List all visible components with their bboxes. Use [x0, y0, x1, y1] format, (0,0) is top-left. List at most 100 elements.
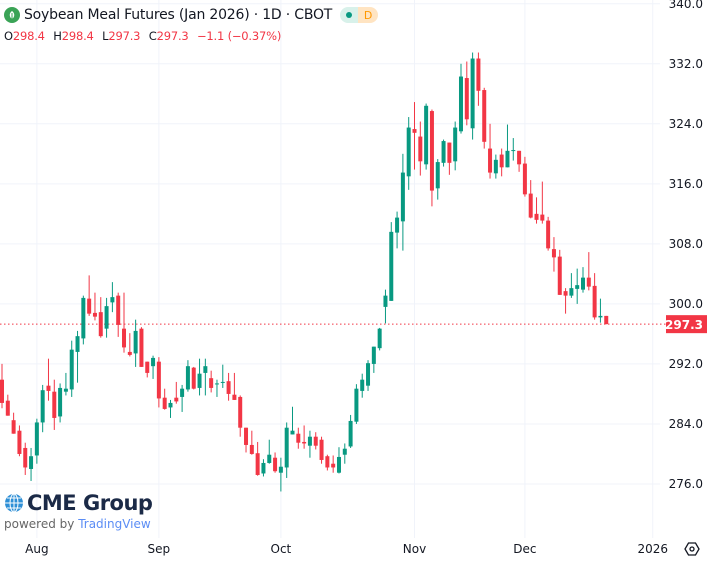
candle-up[interactable]: [336, 447, 341, 474]
candle-down[interactable]: [273, 452, 278, 473]
candle-down[interactable]: [174, 381, 179, 404]
candle-up[interactable]: [424, 103, 429, 170]
candle-up[interactable]: [395, 211, 400, 249]
candle-up[interactable]: [470, 52, 475, 140]
candle-up[interactable]: [354, 384, 359, 424]
candle-up[interactable]: [69, 340, 74, 397]
candle-up[interactable]: [406, 117, 411, 190]
candle-down[interactable]: [98, 297, 103, 338]
candle-down[interactable]: [116, 292, 121, 337]
candle-down[interactable]: [325, 454, 330, 471]
candle-down[interactable]: [429, 109, 434, 207]
candle-up[interactable]: [505, 124, 510, 168]
candle-down[interactable]: [122, 292, 127, 353]
candle-up[interactable]: [168, 399, 173, 418]
candle-up[interactable]: [81, 295, 86, 345]
candle-up[interactable]: [366, 360, 371, 391]
candle-up[interactable]: [104, 297, 109, 338]
candle-up[interactable]: [441, 139, 446, 167]
candle-down[interactable]: [604, 315, 609, 325]
candle-down[interactable]: [488, 123, 493, 179]
candle-up[interactable]: [360, 373, 365, 398]
candle-up[interactable]: [569, 273, 574, 298]
candle-down[interactable]: [482, 87, 487, 149]
candle-down[interactable]: [551, 237, 556, 272]
candle-up[interactable]: [278, 457, 283, 492]
candle-up[interactable]: [75, 330, 80, 383]
candle-down[interactable]: [476, 52, 481, 106]
candle-down[interactable]: [522, 156, 527, 197]
candle-up[interactable]: [151, 355, 156, 379]
candle-up[interactable]: [261, 459, 266, 477]
candle-up[interactable]: [458, 63, 463, 134]
candle-down[interactable]: [534, 197, 539, 224]
candle-up[interactable]: [133, 319, 138, 367]
tradingview-link[interactable]: TradingView: [78, 517, 151, 531]
candle-up[interactable]: [180, 384, 185, 412]
candle-up[interactable]: [214, 379, 219, 397]
candle-up[interactable]: [220, 364, 225, 388]
candle-up[interactable]: [575, 268, 580, 304]
candle-up[interactable]: [34, 418, 39, 464]
candle-up[interactable]: [348, 414, 353, 448]
candle-down[interactable]: [464, 61, 469, 126]
candle-up[interactable]: [58, 383, 63, 423]
symbol-title[interactable]: Soybean Meal Futures (Jan 2026) · 1D · C…: [24, 7, 333, 23]
candle-down[interactable]: [447, 142, 452, 175]
candle-down[interactable]: [592, 273, 597, 320]
candle-down[interactable]: [319, 436, 324, 464]
candle-down[interactable]: [162, 388, 167, 410]
candle-down[interactable]: [11, 412, 16, 434]
candle-down[interactable]: [46, 358, 51, 401]
candle-up[interactable]: [267, 439, 272, 464]
candle-down[interactable]: [244, 427, 249, 453]
candle-down[interactable]: [249, 430, 254, 455]
candle-up[interactable]: [383, 289, 388, 324]
candle-up[interactable]: [377, 327, 382, 351]
candle-up[interactable]: [453, 121, 458, 171]
candle-up[interactable]: [511, 138, 516, 161]
candle-down[interactable]: [232, 372, 237, 400]
candle-down[interactable]: [540, 181, 545, 224]
candle-down[interactable]: [557, 249, 562, 295]
market-status-badge[interactable]: D: [340, 7, 379, 23]
candle-down[interactable]: [156, 357, 161, 408]
candle-down[interactable]: [563, 288, 568, 314]
candle-down[interactable]: [139, 327, 144, 367]
candle-up[interactable]: [598, 298, 603, 323]
candle-up[interactable]: [29, 447, 34, 481]
candle-up[interactable]: [284, 422, 289, 478]
candle-down[interactable]: [92, 292, 97, 321]
candle-down[interactable]: [528, 180, 533, 219]
candle-down[interactable]: [52, 379, 57, 430]
candle-up[interactable]: [493, 154, 498, 179]
candle-up[interactable]: [63, 372, 68, 396]
candle-down[interactable]: [226, 372, 231, 401]
candle-up[interactable]: [400, 153, 405, 251]
candle-up[interactable]: [435, 159, 440, 200]
candle-down[interactable]: [517, 150, 522, 172]
candle-down[interactable]: [313, 432, 318, 450]
candle-up[interactable]: [371, 346, 376, 373]
candle-down[interactable]: [17, 425, 22, 457]
candle-down[interactable]: [412, 102, 417, 170]
candle-up[interactable]: [40, 384, 45, 433]
candle-up[interactable]: [342, 443, 347, 464]
candle-up[interactable]: [290, 406, 295, 435]
candle-up[interactable]: [110, 282, 115, 313]
candle-up[interactable]: [197, 358, 202, 396]
candle-down[interactable]: [191, 366, 196, 390]
candle-down[interactable]: [546, 216, 551, 251]
candle-down[interactable]: [5, 394, 10, 416]
candle-up[interactable]: [389, 222, 394, 301]
candle-down[interactable]: [418, 121, 423, 176]
candle-down[interactable]: [255, 441, 260, 476]
candle-down[interactable]: [0, 363, 4, 409]
candle-up[interactable]: [307, 430, 312, 458]
candle-up[interactable]: [203, 358, 208, 396]
candle-up[interactable]: [581, 267, 585, 293]
candle-down[interactable]: [23, 442, 28, 475]
cme-tradingview-logo[interactable]: CME Group powered by TradingView: [4, 491, 153, 531]
candle-down[interactable]: [87, 275, 92, 316]
candle-up[interactable]: [185, 360, 190, 392]
